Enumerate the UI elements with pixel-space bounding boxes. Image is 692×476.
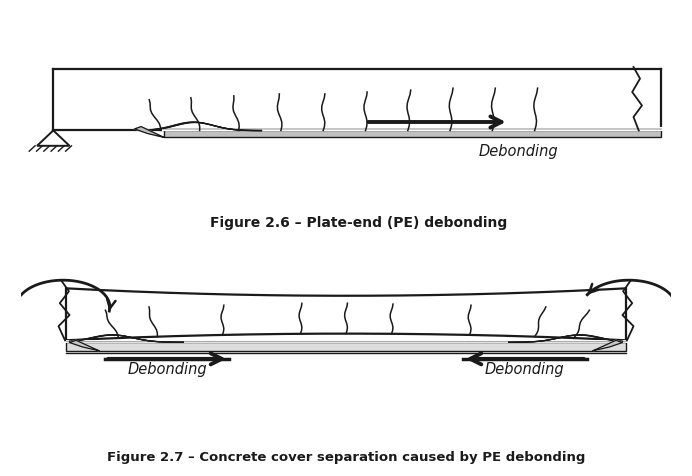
Polygon shape <box>593 340 622 351</box>
Polygon shape <box>134 127 164 138</box>
Text: Debonding: Debonding <box>127 362 207 377</box>
Polygon shape <box>66 342 626 351</box>
Text: Figure 2.6 – Plate-end (PE) debonding: Figure 2.6 – Plate-end (PE) debonding <box>210 217 508 230</box>
Polygon shape <box>164 130 662 138</box>
Text: Figure 2.7 – Concrete cover separation caused by PE debonding: Figure 2.7 – Concrete cover separation c… <box>107 451 585 464</box>
Polygon shape <box>69 340 99 351</box>
Text: Debonding: Debonding <box>479 144 558 159</box>
Text: Debonding: Debonding <box>485 362 565 377</box>
